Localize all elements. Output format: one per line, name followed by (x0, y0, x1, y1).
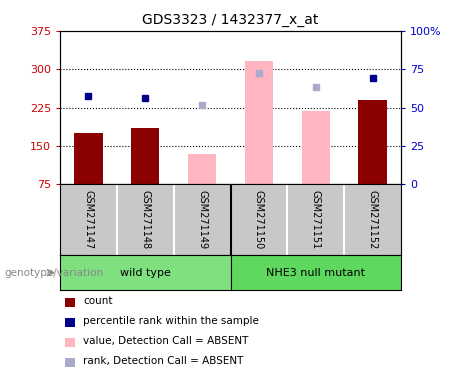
Bar (358, 100, 387, 184)
Text: GSM271149: GSM271149 (197, 190, 207, 249)
Bar (188, 154, 216, 184)
Bar (301, 111, 330, 184)
Bar (131, 128, 160, 184)
Text: GSM271152: GSM271152 (367, 190, 378, 249)
Text: value, Detection Call = ABSENT: value, Detection Call = ABSENT (83, 336, 248, 346)
Text: GSM271148: GSM271148 (140, 190, 150, 249)
Text: GSM271151: GSM271151 (311, 190, 321, 249)
Text: GSM271147: GSM271147 (83, 190, 94, 249)
Text: count: count (83, 296, 112, 306)
Text: wild type: wild type (120, 268, 171, 278)
Text: NHE3 null mutant: NHE3 null mutant (266, 268, 365, 278)
Text: percentile rank within the sample: percentile rank within the sample (83, 316, 259, 326)
Text: rank, Detection Call = ABSENT: rank, Detection Call = ABSENT (83, 356, 243, 366)
Bar (245, 61, 273, 184)
Text: genotype/variation: genotype/variation (5, 268, 104, 278)
Text: GDS3323 / 1432377_x_at: GDS3323 / 1432377_x_at (142, 13, 319, 27)
Bar (74, 133, 102, 184)
Text: GSM271150: GSM271150 (254, 190, 264, 249)
